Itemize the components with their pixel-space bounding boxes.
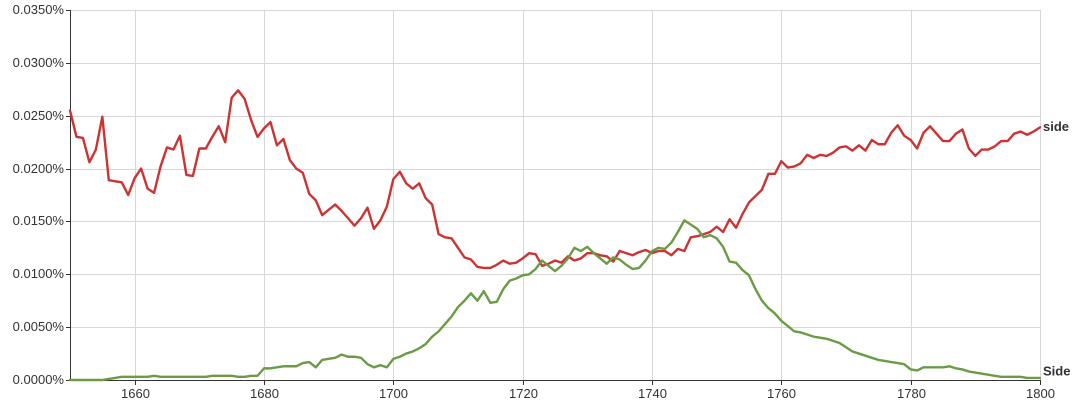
series-label-side: Side bbox=[1043, 363, 1070, 378]
x-tick-label: 1720 bbox=[509, 386, 538, 401]
y-tick-label: 0.0050% bbox=[13, 319, 65, 334]
series-line-side bbox=[70, 220, 1040, 380]
x-tick-label: 1780 bbox=[897, 386, 926, 401]
series-layer bbox=[70, 90, 1040, 380]
x-tick-label: 1760 bbox=[767, 386, 796, 401]
y-tick-label: 0.0250% bbox=[13, 108, 65, 123]
y-tick-label: 0.0100% bbox=[13, 266, 65, 281]
series-label-side: side bbox=[1043, 119, 1069, 134]
y-tick-label: 0.0350% bbox=[13, 2, 65, 17]
x-tick-label: 1800 bbox=[1026, 386, 1055, 401]
axis-layer bbox=[66, 10, 1041, 385]
y-tick-label: 0.0300% bbox=[13, 55, 65, 70]
grid-layer bbox=[70, 10, 1041, 380]
y-tick-label: 0.0200% bbox=[13, 161, 65, 176]
x-tick-label: 1660 bbox=[121, 386, 150, 401]
y-tick-label: 0.0150% bbox=[13, 213, 65, 228]
x-tick-label: 1700 bbox=[379, 386, 408, 401]
x-tick-label: 1680 bbox=[250, 386, 279, 401]
y-tick-label: 0.0000% bbox=[13, 372, 65, 387]
x-tick-label: 1740 bbox=[638, 386, 667, 401]
